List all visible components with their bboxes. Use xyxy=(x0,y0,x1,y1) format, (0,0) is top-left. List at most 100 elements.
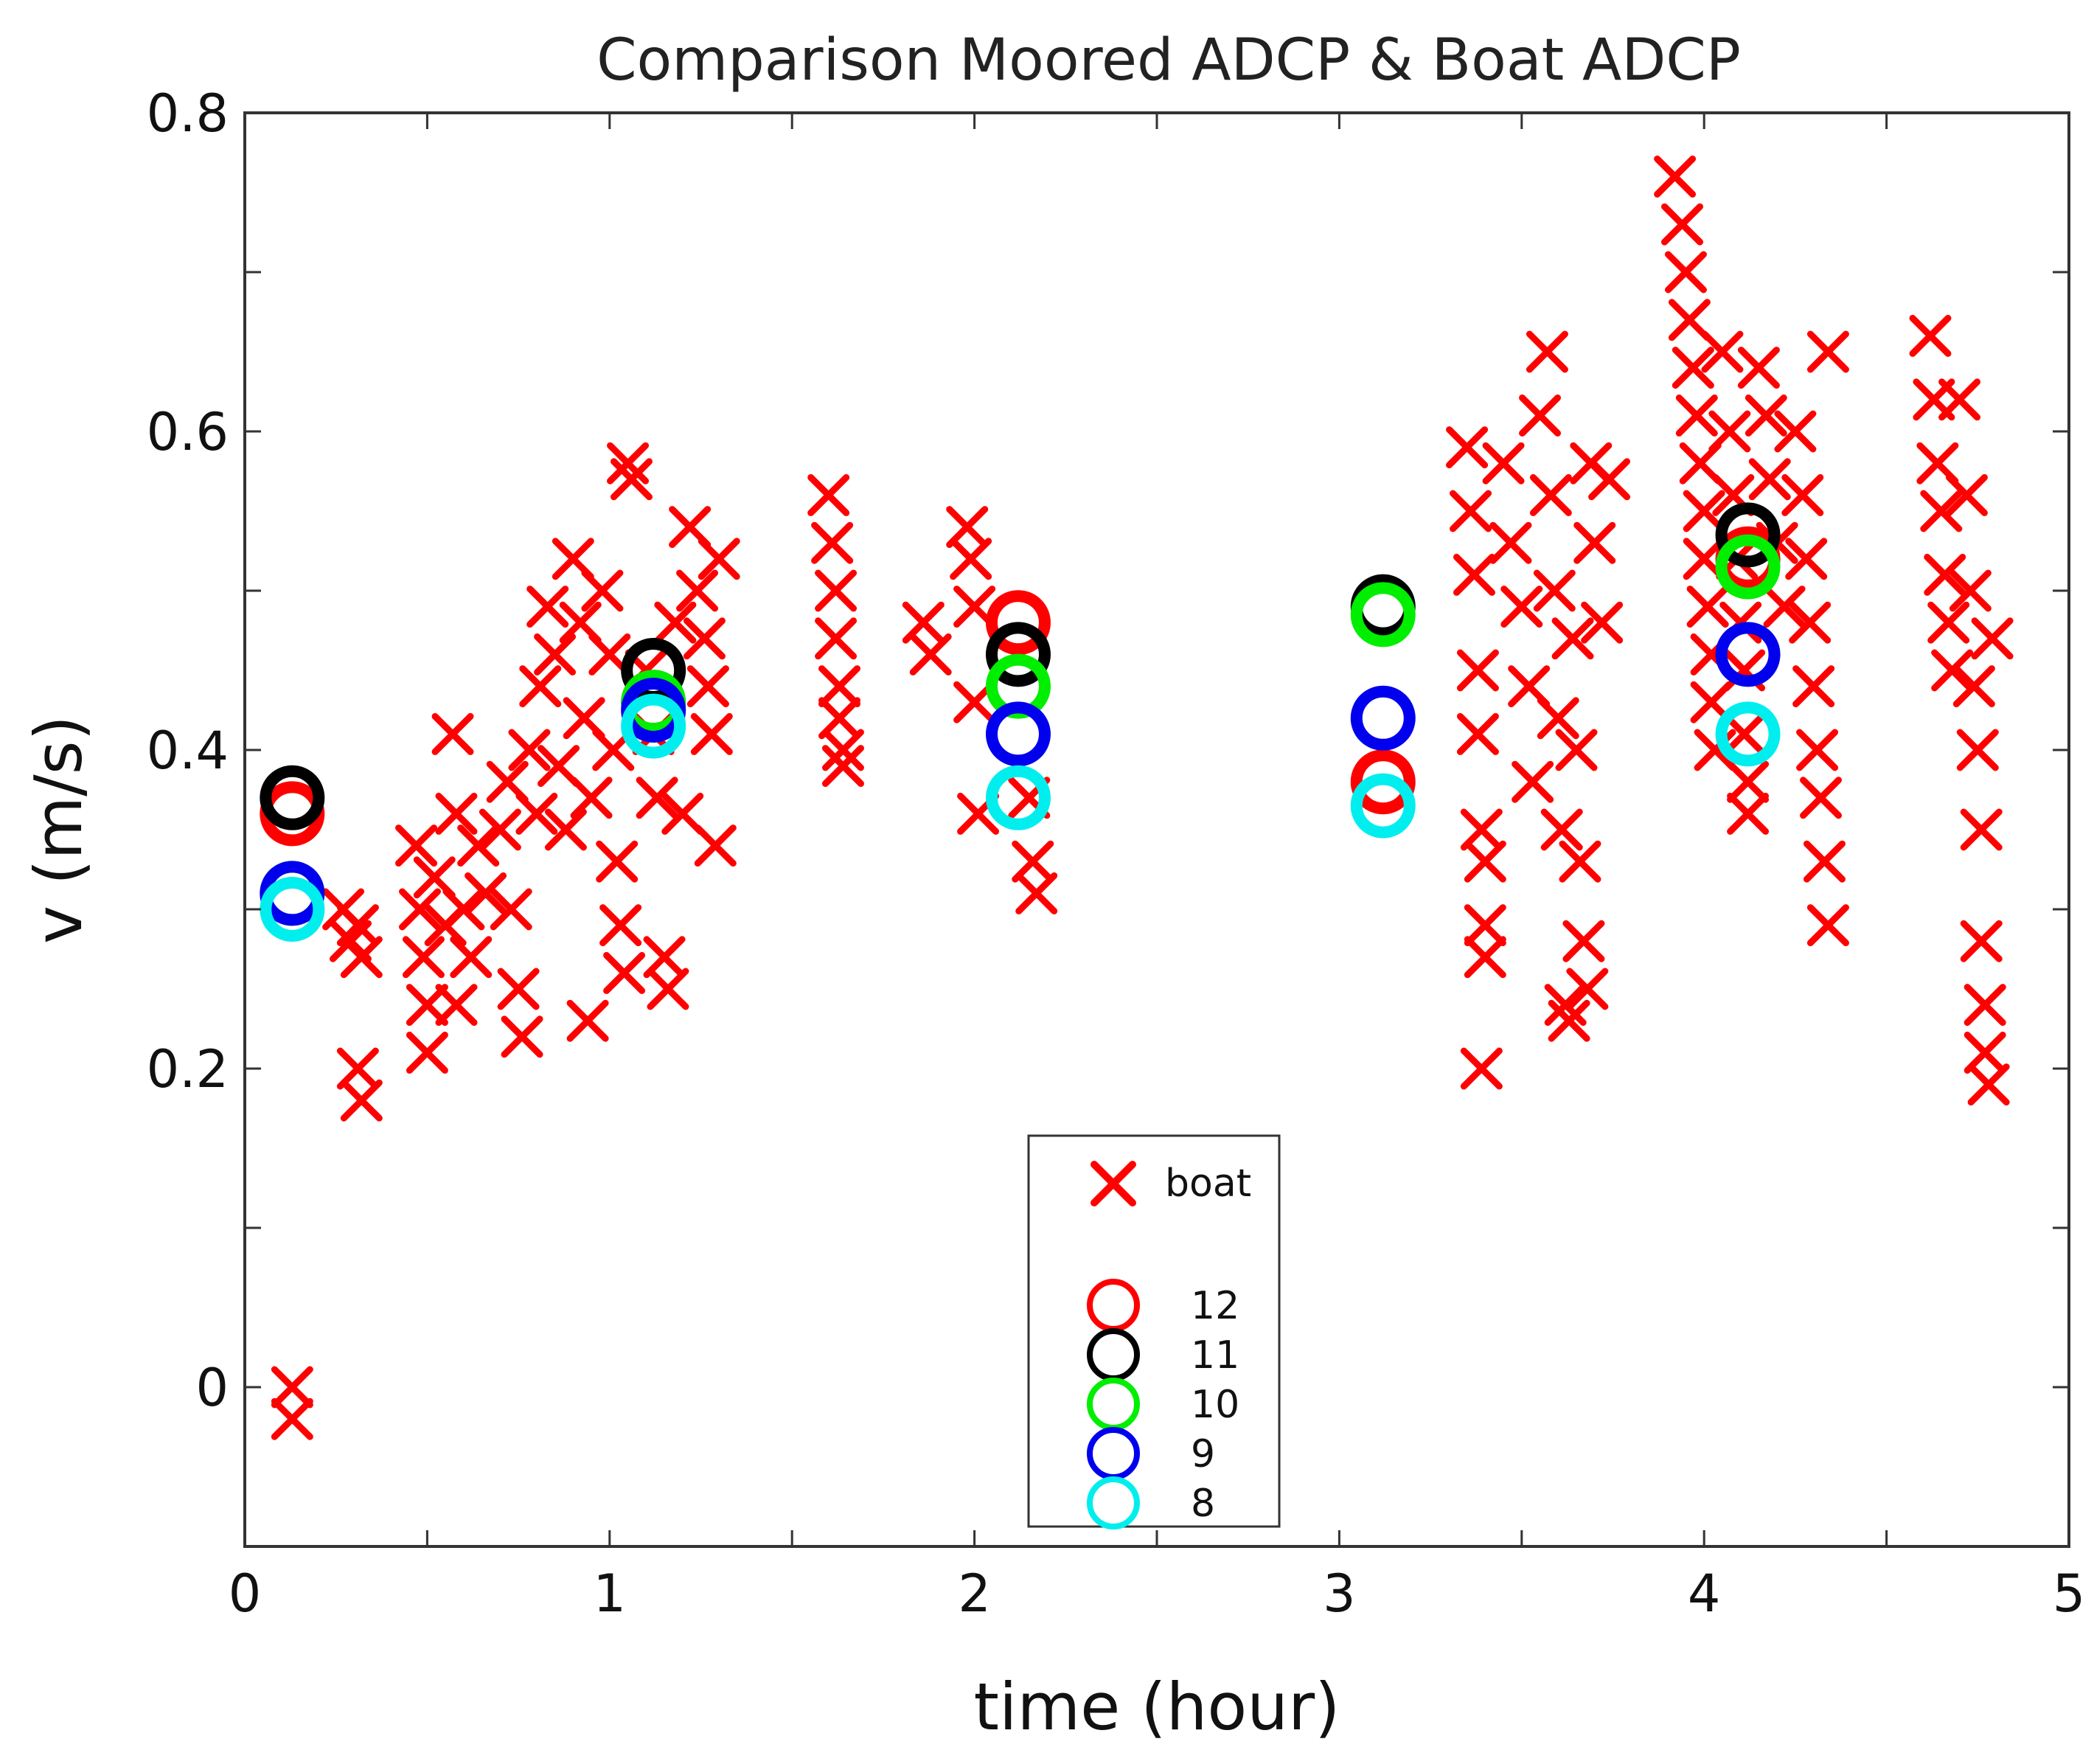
boat-point xyxy=(821,729,864,771)
x-tick-label: 4 xyxy=(1688,1563,1721,1624)
boat-point xyxy=(1748,458,1791,501)
boat-point xyxy=(1774,410,1817,453)
boat-point xyxy=(1519,394,1562,437)
boat-point xyxy=(1927,601,1970,644)
boat-point xyxy=(1727,760,1770,803)
boat-point xyxy=(1664,251,1707,294)
legend-label-8: 8 xyxy=(1191,1482,1215,1526)
boat-point xyxy=(1938,378,1981,421)
boat-point xyxy=(1806,330,1849,373)
boat-point xyxy=(406,1031,448,1074)
x-tick-label: 3 xyxy=(1323,1563,1356,1624)
boat-point xyxy=(465,872,507,914)
boat-point xyxy=(1588,458,1631,501)
boat-point xyxy=(1456,649,1499,692)
boat-point xyxy=(1460,1047,1503,1090)
moored-point-8 xyxy=(985,765,1051,830)
boat-point xyxy=(1737,347,1780,389)
boat-point xyxy=(610,458,653,501)
boat-point xyxy=(271,1366,313,1409)
y-tick-label: 0 xyxy=(195,1358,229,1418)
boat-point xyxy=(1960,920,2003,962)
boat-point xyxy=(526,586,569,628)
moored-point-9 xyxy=(1715,622,1781,687)
boat-point xyxy=(818,665,861,708)
y-tick-label: 0.8 xyxy=(147,83,229,144)
boat-point xyxy=(821,745,864,788)
boat-point xyxy=(1489,521,1532,564)
boat-point xyxy=(807,473,850,516)
boat-point xyxy=(1963,984,2006,1027)
boat-point xyxy=(1763,586,1806,628)
boat-point xyxy=(1559,840,1601,883)
x-tick-label: 1 xyxy=(594,1563,627,1624)
boat-point xyxy=(1803,840,1846,883)
y-tick-label: 0.6 xyxy=(147,402,229,462)
boat-point xyxy=(647,968,689,1010)
boat-point xyxy=(1672,347,1714,389)
boat-point xyxy=(402,936,445,979)
boat-point xyxy=(435,792,478,835)
boat-point xyxy=(1482,442,1525,485)
moored-point-9 xyxy=(985,701,1051,767)
boat-point xyxy=(815,569,858,612)
legend-box xyxy=(1027,1134,1281,1528)
moored-point-9 xyxy=(1350,685,1416,751)
boat-point xyxy=(1683,490,1725,532)
boat-point xyxy=(1668,299,1711,341)
boat-point xyxy=(950,538,992,580)
boat-point xyxy=(501,1015,543,1058)
legend-marker-8 xyxy=(1087,1476,1140,1529)
boat-point xyxy=(1464,904,1506,947)
boat-point xyxy=(479,808,521,851)
axis-ticks: 0 1 2 3 4 500.20.40.60.8 xyxy=(147,83,2086,1624)
x-tick-label: 2 xyxy=(958,1563,991,1624)
boat-point xyxy=(1686,586,1729,628)
legend-label-11: 11 xyxy=(1191,1333,1239,1378)
moored-point-8 xyxy=(260,877,325,942)
boat-point xyxy=(1566,968,1609,1010)
boat-point xyxy=(1785,538,1828,580)
boat-point xyxy=(1533,569,1576,612)
boat-point xyxy=(406,984,448,1027)
boat-point xyxy=(508,729,551,771)
boat-point xyxy=(1909,314,1952,357)
boat-point xyxy=(1500,586,1543,628)
legend: boat 12 11 10 9 8 xyxy=(1027,1134,1281,1529)
boat-point xyxy=(690,712,733,755)
boat-point xyxy=(599,904,642,947)
moored-point-10 xyxy=(1350,582,1416,647)
boat-point xyxy=(1555,729,1598,771)
plot-area xyxy=(260,155,2014,1440)
boat-point xyxy=(1529,473,1572,516)
boat-point xyxy=(1548,999,1590,1042)
boat-point xyxy=(1512,760,1554,803)
boat-point xyxy=(435,984,478,1027)
boat-point xyxy=(431,712,474,755)
boat-point xyxy=(1526,330,1568,373)
boat-point xyxy=(538,745,580,788)
boat-point xyxy=(1781,473,1824,516)
chart-title: Comparison Moored ADCP & Boat ADCP xyxy=(596,27,1741,94)
moored-point-11 xyxy=(1715,502,1781,568)
boat-point xyxy=(661,792,704,835)
boat-point xyxy=(636,777,678,819)
y-tick-label: 0.2 xyxy=(147,1039,229,1100)
legend-label-12: 12 xyxy=(1191,1284,1239,1328)
boat-point xyxy=(395,824,438,867)
boat-point xyxy=(271,1397,313,1440)
boat-point xyxy=(1453,553,1495,596)
boat-point xyxy=(1708,410,1751,453)
boat-point xyxy=(815,617,858,660)
boat-point xyxy=(515,792,558,835)
boat-point xyxy=(1727,792,1770,835)
boat-point xyxy=(1456,712,1499,755)
boat-point xyxy=(1949,569,1992,612)
boat-point xyxy=(683,617,726,660)
boat-point xyxy=(1540,808,1583,851)
boat-point xyxy=(490,888,532,931)
boat-point xyxy=(1562,920,1605,962)
legend-label-9: 9 xyxy=(1191,1432,1215,1476)
boat-point xyxy=(1789,601,1832,644)
